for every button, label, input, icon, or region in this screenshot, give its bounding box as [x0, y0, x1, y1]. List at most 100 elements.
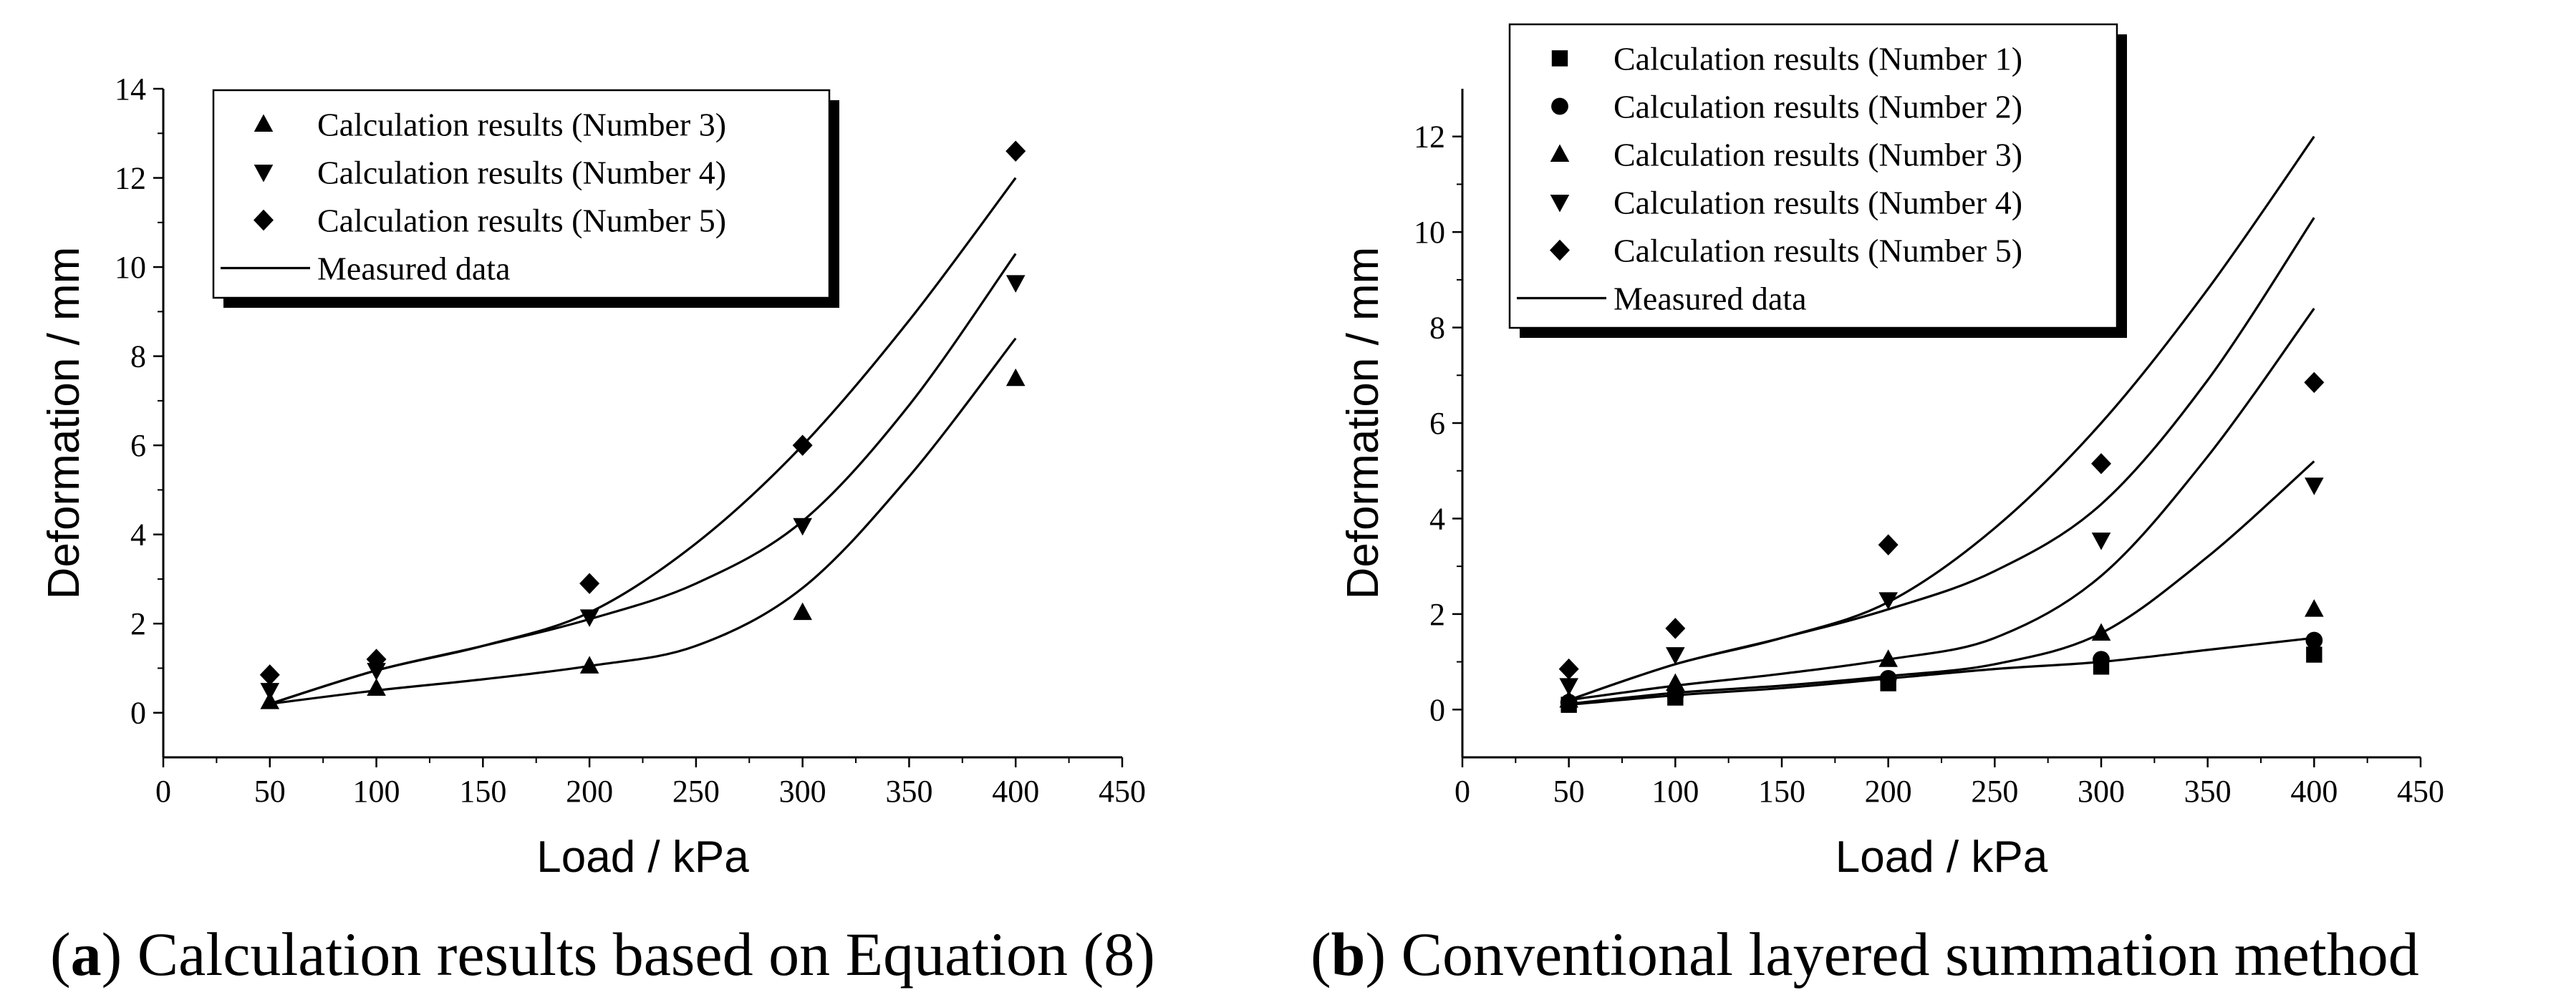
panel-b-point-series-3: [1878, 649, 1898, 667]
panel-b-y-axis-label: Deformation / mm: [1338, 247, 1388, 600]
panel-b-x-tick-label: 100: [1651, 774, 1699, 809]
panel-b-legend-label-1: Calculation results (Number 1): [1613, 41, 2022, 77]
panel-b-y-tick-label: 4: [1429, 501, 1445, 536]
panel-b-chart: 0 50 100 150 200 250 300 350 400 450 0 2 4 6 8 10 12 Load…: [1338, 23, 2444, 882]
panel-b-y-tick-label: 6: [1429, 406, 1445, 441]
panel-b-point-series-3: [1559, 689, 1578, 708]
panel-b-point-series-4: [1666, 647, 1685, 665]
panel-b-point-series-4: [2305, 477, 2324, 495]
panel-b-x-axis-label: Load / kPa: [1835, 832, 2048, 882]
panel-b-legend-marker-2: [1551, 97, 1568, 115]
panel-a-point-series-3: [259, 664, 280, 686]
panel-a-legend-marker-1: [254, 114, 274, 132]
panel-a-point-series-1: [579, 656, 599, 674]
panel-b-y-tick-label: 12: [1414, 120, 1445, 155]
panel-a-point-series-2: [367, 663, 386, 681]
panel-a-x-axis-label: Load / kPa: [536, 832, 749, 882]
panel-b-x-tick-label: 450: [2397, 774, 2444, 809]
panel-a-x-tick-label: 0: [155, 774, 171, 809]
panel-b-point-series-5: [2091, 453, 2111, 475]
panel-a-y-axis-label: Deformation / mm: [39, 247, 89, 600]
panel-b-measured-curve-5: [1568, 135, 2315, 701]
panel-b-measured-curve-3: [1568, 307, 2315, 701]
panel-b-caption: (b) Conventional layered summation metho…: [1311, 920, 2419, 989]
panel-b-point-series-5: [1558, 658, 1579, 680]
panel-b-x-tick-label: 250: [1971, 774, 2018, 809]
panel-a-measured-curve-1: [269, 337, 1017, 705]
panel-a-measured-curve-3: [269, 177, 1017, 705]
panel-b-legend: [1508, 23, 2118, 329]
panel-a-x-tick-label: 450: [1099, 774, 1146, 809]
panel-b-point-series-5: [2304, 372, 2325, 393]
panel-b-point-series-5: [1878, 534, 1899, 555]
panel-a-y-tick-label: 14: [115, 72, 146, 107]
panel-a-y-tick-label: 2: [130, 606, 146, 641]
panel-a-point-series-1: [367, 678, 386, 696]
panel-a-legend-label-1: Calculation results (Number 3): [317, 107, 726, 143]
panel-b-measured-curve-1: [1568, 636, 2315, 707]
panel-a-point-series-3: [792, 434, 813, 456]
panel-b-y-tick-label: 0: [1429, 692, 1445, 727]
panel-b-x-tick-label: 400: [2290, 774, 2338, 809]
panel-a-point-series-1: [793, 602, 812, 621]
panel-b-point-series-4: [1559, 678, 1578, 696]
panel-a-point-series-3: [366, 649, 387, 670]
panel-a-legend-marker-2: [254, 165, 274, 183]
panel-b-x-tick-label: 200: [1865, 774, 1912, 809]
panel-a-point-series-3: [579, 573, 600, 594]
panel-b-y-tick-label: 10: [1414, 215, 1445, 250]
panel-a-x-tick-label: 400: [992, 774, 1039, 809]
panel-a-x-tick-label: 200: [566, 774, 613, 809]
panel-b-point-series-5: [1665, 618, 1686, 639]
panel-a-caption: (a) Calculation results based on Equatio…: [50, 920, 1155, 989]
panel-b-point-series-4: [2091, 532, 2111, 550]
panel-b-y-tick-label: 2: [1429, 597, 1445, 632]
panel-b-point-series-2: [1879, 670, 1897, 687]
panel-b-legend-label-2: Calculation results (Number 2): [1613, 89, 2022, 125]
panel-b-legend-marker-5: [1550, 239, 1570, 261]
panel-a-caption-text: Calculation results based on Equation (8…: [138, 920, 1155, 989]
panel-a-measured-curve-2: [269, 253, 1017, 705]
panel-b-measured-curve-2: [1568, 460, 2315, 705]
panel-b-x-tick-label: 150: [1758, 774, 1805, 809]
panel-a-y-tick-label: 0: [130, 696, 146, 731]
panel-b-point-series-3: [2091, 623, 2111, 641]
panel-b-legend-marker-1: [1551, 50, 1568, 67]
panel-b-x-tick-label: 350: [2184, 774, 2232, 809]
panel-a-legend-label-measured: Measured data: [317, 251, 511, 287]
panel-b-point-series-1: [2306, 646, 2322, 663]
panel-a-point-series-2: [793, 518, 812, 536]
panel-a-legend-marker-3: [254, 209, 274, 231]
panel-a-x-tick-label: 50: [254, 774, 286, 809]
panel-a-y-tick-label: 12: [115, 161, 146, 196]
panel-b-point-series-4: [1878, 592, 1898, 610]
panel-a-point-series-3: [1005, 140, 1026, 162]
panel-a-letter: a: [71, 920, 102, 989]
panel-a-y-tick-label: 4: [130, 518, 146, 553]
panel-b-letter: b: [1331, 920, 1366, 989]
panel-a-point-series-1: [1005, 368, 1026, 387]
panel-b-point-series-2: [2305, 631, 2323, 649]
panel-b-x-tick-label: 0: [1455, 774, 1470, 809]
panel-b-point-series-2: [2093, 651, 2110, 669]
panel-a-y-tick-label: 6: [130, 428, 146, 463]
panel-a-x-tick-label: 350: [885, 774, 932, 809]
panel-b-point-series-2: [1666, 686, 1684, 704]
panel-a-x-tick-label: 300: [779, 774, 826, 809]
panel-a-y-tick-label: 8: [130, 339, 146, 374]
panel-a-chart: 0 50 100 150 200 250 300 350 400 450 0 2 4 6 8 10 12 14 Lo…: [39, 72, 1146, 882]
panel-b-caption-text: Conventional layered summation method: [1402, 920, 2419, 989]
panel-a-y-tick-label: 10: [115, 250, 146, 285]
panel-a-x-tick-label: 250: [672, 774, 720, 809]
panel-b-point-series-3: [2305, 599, 2324, 617]
panel-b-legend-label-measured: Measured data: [1613, 281, 1807, 317]
panel-b-x-tick-label: 300: [2078, 774, 2125, 809]
panel-b-legend-label-5: Calculation results (Number 5): [1613, 233, 2022, 269]
panel-b-y-tick-label: 8: [1429, 311, 1445, 346]
panel-a-point-series-2: [579, 609, 599, 627]
panel-a-legend-label-2: Calculation results (Number 4): [317, 155, 726, 191]
panel-a-x-tick-label: 100: [353, 774, 400, 809]
panel-a-legend-label-3: Calculation results (Number 5): [317, 203, 726, 239]
panel-b-point-series-3: [1666, 673, 1685, 691]
